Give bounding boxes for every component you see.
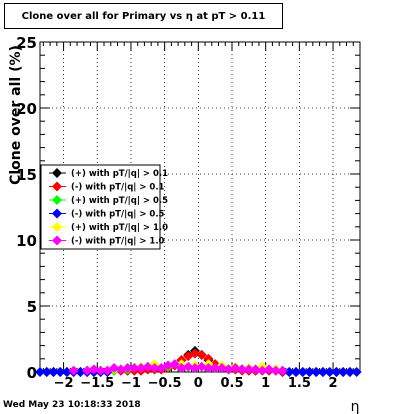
data-point bbox=[216, 363, 227, 374]
data-point bbox=[270, 365, 281, 376]
legend-marker bbox=[52, 181, 62, 192]
data-point bbox=[210, 363, 221, 374]
data-point bbox=[277, 365, 288, 376]
y-tick-label: 5 bbox=[27, 298, 37, 316]
legend-marker bbox=[52, 168, 62, 178]
data-point bbox=[257, 365, 268, 376]
data-point bbox=[284, 367, 295, 377]
chart-title: Clone over all for Primary vs η at pT > … bbox=[4, 3, 283, 29]
grid-lines bbox=[40, 42, 360, 372]
data-point bbox=[311, 367, 322, 377]
data-point bbox=[169, 359, 180, 370]
data-point bbox=[115, 364, 126, 375]
data-point bbox=[196, 349, 207, 360]
legend-label: (+) with pT/|q| > 0.5 bbox=[71, 196, 168, 206]
data-point bbox=[189, 363, 200, 374]
data-point bbox=[331, 367, 342, 377]
x-tick-label: −1.5 bbox=[80, 376, 114, 391]
data-point bbox=[109, 363, 120, 374]
data-point bbox=[351, 367, 362, 377]
data-point bbox=[55, 367, 66, 377]
y-tick-label: 20 bbox=[16, 100, 37, 118]
y-axis-label: Clone over all (%) bbox=[8, 45, 24, 185]
data-point bbox=[264, 364, 275, 375]
data-point bbox=[243, 364, 254, 375]
y-tick-label: 25 bbox=[16, 34, 37, 52]
legend: (+) with pT/|q| > 0.1 (-) with pT/|q| > 0… bbox=[40, 164, 168, 250]
legend-label: (-) with pT/|q| > 1.0 bbox=[71, 237, 165, 247]
data-point bbox=[82, 365, 93, 376]
y-tick-label: 0 bbox=[27, 364, 37, 382]
data-point bbox=[95, 365, 106, 376]
data-point bbox=[61, 367, 72, 377]
data-point bbox=[129, 363, 140, 374]
plot-frame bbox=[39, 41, 361, 373]
legend-marker bbox=[52, 195, 62, 205]
data-point bbox=[237, 364, 248, 375]
data-point bbox=[41, 367, 52, 377]
legend-marker bbox=[52, 222, 62, 232]
x-tick-label: 0 bbox=[194, 376, 203, 391]
legend-label: (+) with pT/|q| > 0.1 bbox=[71, 169, 168, 179]
data-point bbox=[324, 367, 335, 377]
data-point bbox=[230, 363, 241, 374]
legend-box bbox=[40, 164, 161, 250]
data-point bbox=[75, 367, 86, 377]
x-tick-label: −2 bbox=[54, 376, 74, 391]
data-point bbox=[344, 367, 355, 377]
data-point bbox=[338, 367, 349, 377]
data-point bbox=[203, 353, 214, 364]
y-tick-label: 10 bbox=[16, 232, 37, 250]
data-point bbox=[142, 361, 153, 372]
legend-label: (+) with pT/|q| > 1.0 bbox=[71, 223, 168, 233]
x-axis-label: η bbox=[351, 399, 360, 414]
data-point bbox=[35, 367, 45, 377]
data-point bbox=[149, 363, 160, 374]
data-point bbox=[291, 367, 301, 377]
data-point bbox=[250, 364, 261, 375]
data-point bbox=[189, 348, 200, 359]
legend-label: (-) with pT/|q| > 0.5 bbox=[71, 210, 165, 220]
y-tick-label: 15 bbox=[16, 166, 37, 184]
data-point bbox=[163, 360, 173, 371]
x-tick-label: −1 bbox=[121, 376, 141, 391]
data-point bbox=[223, 364, 234, 375]
x-tick-label: 1.5 bbox=[288, 376, 311, 391]
data-point bbox=[297, 367, 308, 377]
data-point bbox=[68, 365, 79, 376]
legend-label: (-) with pT/|q| > 0.1 bbox=[71, 183, 165, 193]
data-points bbox=[35, 345, 362, 377]
legend-marker bbox=[52, 208, 62, 219]
timestamp: Wed May 23 10:18:33 2018 bbox=[3, 400, 141, 410]
data-point bbox=[183, 361, 194, 372]
data-point bbox=[203, 363, 214, 374]
x-tick-label: 0.5 bbox=[220, 376, 243, 391]
data-point bbox=[317, 367, 328, 377]
x-tick-label: 2 bbox=[329, 376, 338, 391]
data-point bbox=[136, 363, 147, 374]
legend-marker bbox=[52, 235, 62, 246]
data-point bbox=[122, 363, 133, 374]
x-tick-label: 1 bbox=[261, 376, 270, 391]
data-point bbox=[304, 367, 315, 377]
x-tick-label: −0.5 bbox=[148, 376, 182, 391]
data-point bbox=[196, 361, 207, 372]
data-point bbox=[88, 364, 99, 375]
data-point bbox=[48, 367, 59, 377]
data-point bbox=[176, 363, 187, 374]
